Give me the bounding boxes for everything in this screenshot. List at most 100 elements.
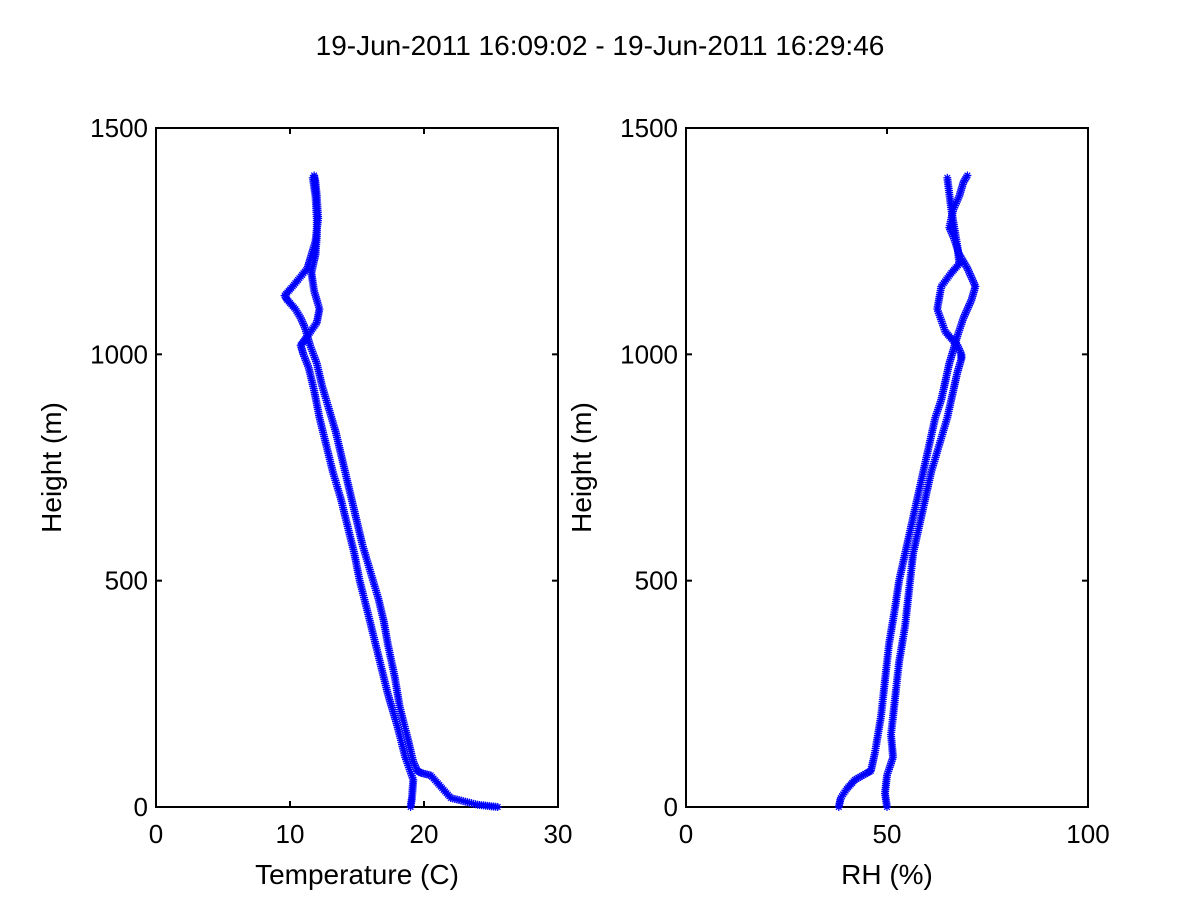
data-point-asterisk	[935, 401, 944, 410]
data-point-asterisk	[332, 480, 341, 489]
figure-title: 19-Jun-2011 16:09:02 - 19-Jun-2011 16:29…	[316, 30, 885, 61]
subplot-1: 0 10 20 30 0 500 1000 1500 Temperature (C) Height…	[36, 113, 572, 890]
data-point-asterisk	[935, 311, 944, 320]
x-tick-label: 20	[410, 819, 439, 849]
data-point-asterisk	[934, 309, 943, 318]
data-point-asterisk	[307, 345, 316, 354]
series-2	[296, 173, 418, 811]
data-point-asterisk	[358, 542, 367, 551]
data-point-asterisk	[372, 588, 381, 597]
data-point-asterisk	[927, 468, 936, 477]
data-point-asterisk	[931, 453, 940, 462]
data-point-asterisk	[310, 171, 319, 180]
series-2	[880, 173, 966, 811]
data-point-asterisk	[308, 173, 317, 182]
data-point-asterisk	[335, 491, 344, 500]
data-point-asterisk	[301, 356, 310, 365]
data-point-asterisk	[927, 465, 936, 474]
data-point-asterisk	[327, 414, 336, 423]
data-point-asterisk	[938, 430, 947, 439]
y-axis-label: Height (m)	[36, 402, 67, 533]
data-point-asterisk	[965, 269, 974, 278]
data-point-asterisk	[939, 323, 948, 332]
data-point-asterisk	[371, 586, 380, 595]
data-point-asterisk	[887, 759, 896, 768]
data-point-asterisk	[324, 402, 333, 411]
data-point-asterisk	[941, 419, 950, 428]
y-tick-label: 1500	[620, 113, 678, 143]
data-point-asterisk	[367, 569, 376, 578]
data-point-asterisk	[329, 421, 338, 430]
data-point-asterisk	[930, 457, 939, 466]
data-point-asterisk	[333, 482, 342, 491]
data-point-asterisk	[966, 297, 975, 306]
data-point-asterisk	[959, 314, 968, 323]
data-point-asterisk	[309, 351, 318, 360]
data-point-asterisk	[373, 592, 382, 601]
data-point-asterisk	[404, 761, 413, 770]
data-point-asterisk	[951, 201, 960, 210]
data-point-asterisk	[330, 474, 339, 483]
data-point-asterisk	[940, 325, 949, 334]
data-point-asterisk	[304, 363, 313, 372]
data-point-asterisk	[319, 388, 328, 397]
data-point-asterisk	[300, 354, 309, 363]
data-point-asterisk	[938, 319, 947, 328]
data-point-asterisk	[297, 315, 306, 324]
data-point-asterisk	[965, 301, 974, 310]
data-point-asterisk	[328, 416, 337, 425]
data-point-asterisk	[941, 327, 950, 336]
data-point-asterisk	[321, 392, 330, 401]
data-point-asterisk	[336, 495, 345, 504]
data-point-asterisk	[325, 406, 334, 415]
data-point-asterisk	[934, 445, 943, 454]
data-point-asterisk	[371, 584, 380, 593]
data-point-asterisk	[370, 580, 379, 589]
data-point-asterisk	[942, 415, 951, 424]
data-point-asterisk	[930, 455, 939, 464]
data-point-asterisk	[954, 328, 963, 337]
data-point-asterisk	[936, 313, 945, 322]
data-point-asterisk	[318, 384, 327, 393]
data-point-asterisk	[962, 306, 971, 315]
data-point-asterisk	[405, 765, 414, 774]
data-point-asterisk	[312, 357, 321, 366]
data-point-asterisk	[953, 332, 962, 341]
data-point-asterisk	[937, 317, 946, 326]
data-point-asterisk	[885, 765, 894, 774]
data-point-asterisk	[331, 476, 340, 485]
data-point-asterisk	[370, 582, 379, 591]
data-point-asterisk	[883, 769, 892, 778]
data-point-asterisk	[932, 409, 941, 418]
data-point-asterisk	[309, 349, 318, 358]
data-point-asterisk	[940, 424, 949, 433]
data-point-asterisk	[365, 565, 374, 574]
data-point-asterisk	[964, 303, 973, 312]
data-point-asterisk	[934, 442, 943, 451]
y-tick-label: 500	[105, 566, 148, 596]
data-point-asterisk	[961, 308, 970, 317]
data-point-asterisk	[929, 461, 938, 470]
data-point-asterisk	[407, 771, 416, 780]
data-point-asterisk	[413, 766, 422, 775]
data-point-asterisk	[939, 426, 948, 435]
data-point-asterisk	[888, 755, 897, 764]
data-point-asterisk	[943, 173, 952, 182]
data-point-asterisk	[939, 321, 948, 330]
data-point-asterisk	[933, 405, 942, 414]
data-point-asterisk	[970, 280, 979, 289]
y-axis-label: Height (m)	[566, 402, 597, 533]
data-point-asterisk	[366, 567, 375, 576]
x-tick-label: 0	[149, 819, 163, 849]
data-point-asterisk	[323, 400, 332, 409]
data-point-asterisk	[966, 271, 975, 280]
data-point-asterisk	[971, 282, 980, 291]
data-point-asterisk	[957, 350, 966, 359]
data-point-asterisk	[931, 413, 940, 422]
data-point-asterisk	[934, 403, 943, 412]
data-point-asterisk	[955, 326, 964, 335]
data-point-asterisk	[363, 557, 372, 566]
data-point-asterisk	[300, 352, 309, 361]
